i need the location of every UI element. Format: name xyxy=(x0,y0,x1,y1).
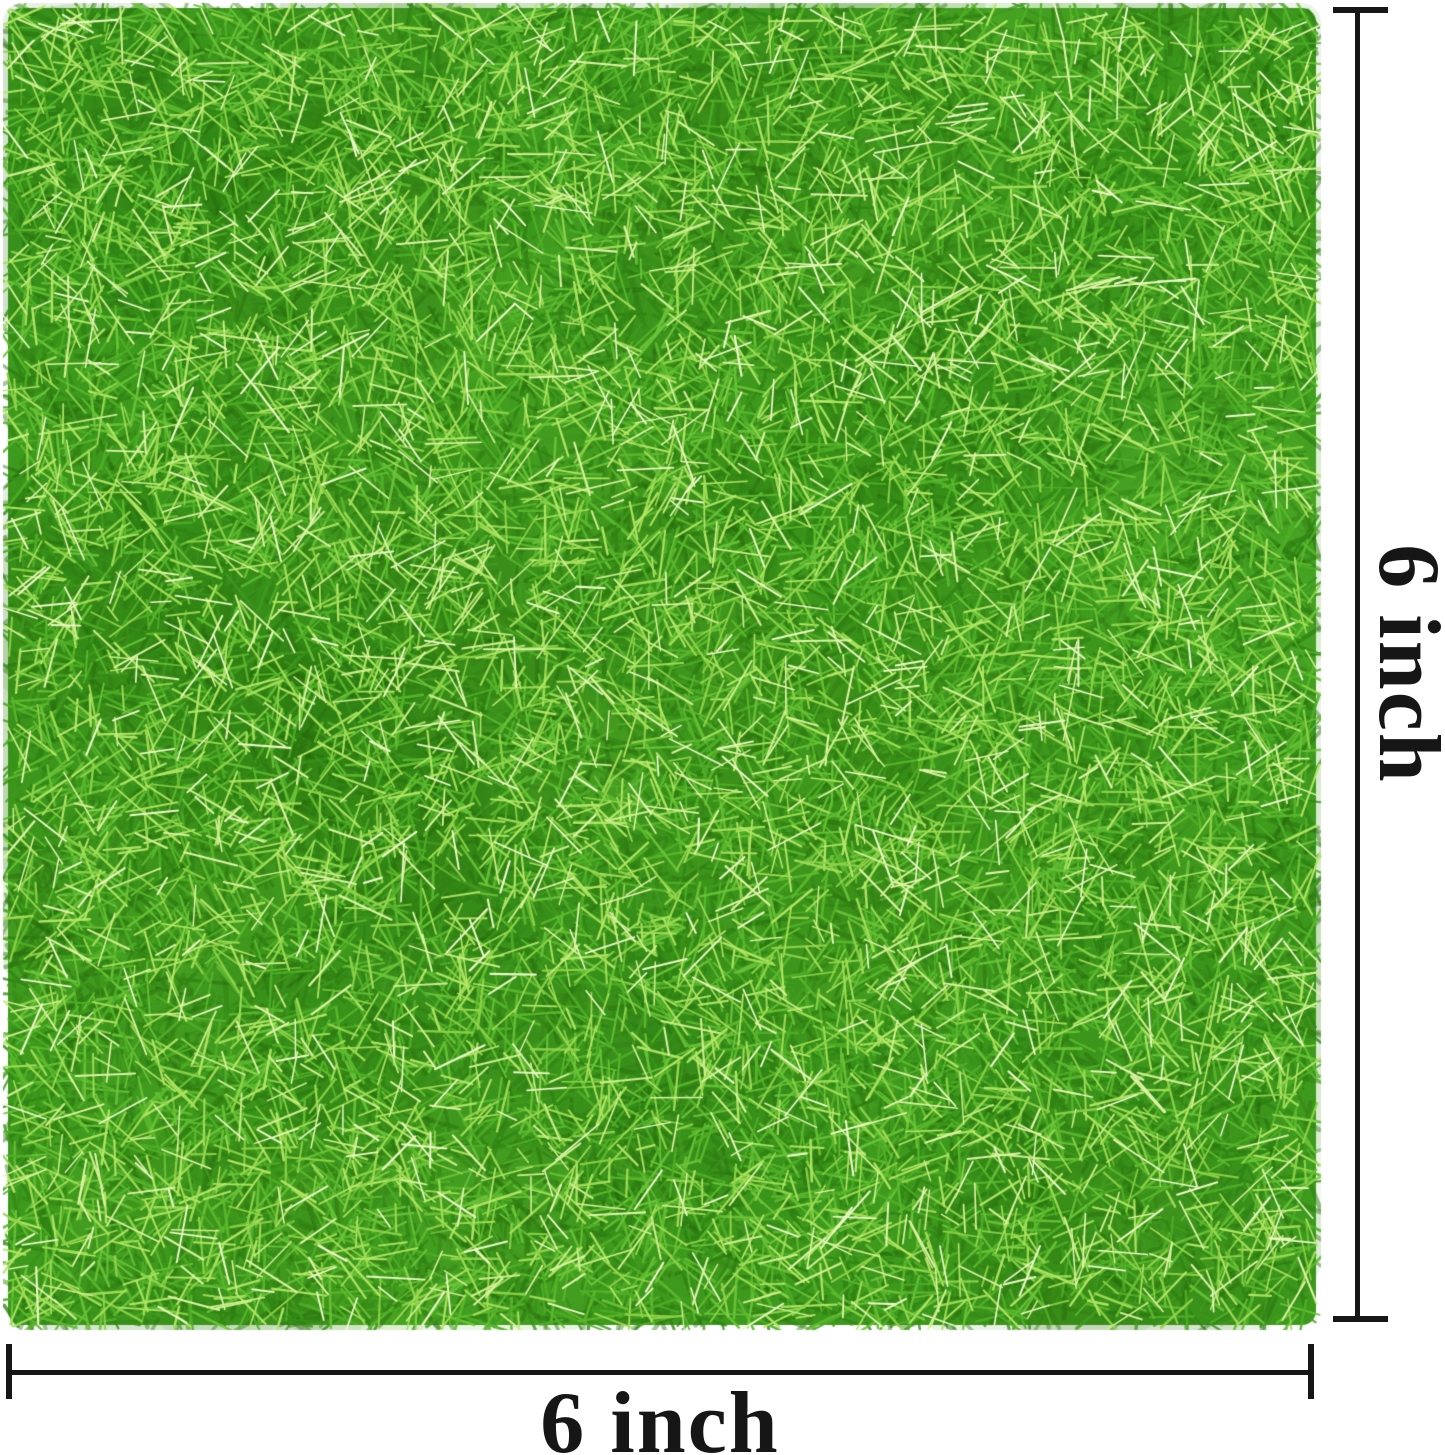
width-dimension-line xyxy=(6,1370,1314,1375)
width-dimension-tick-left xyxy=(6,1344,12,1399)
width-dimension-label: 6 inch xyxy=(540,1375,780,1455)
grass-mat xyxy=(0,0,1325,1336)
height-dimension-tick-bottom xyxy=(1333,1316,1388,1322)
height-dimension-label: 6 inch xyxy=(1360,544,1445,784)
height-dimension-tick-top xyxy=(1333,7,1388,13)
height-dimension-line xyxy=(1355,7,1360,1322)
width-dimension-tick-right xyxy=(1308,1344,1314,1399)
